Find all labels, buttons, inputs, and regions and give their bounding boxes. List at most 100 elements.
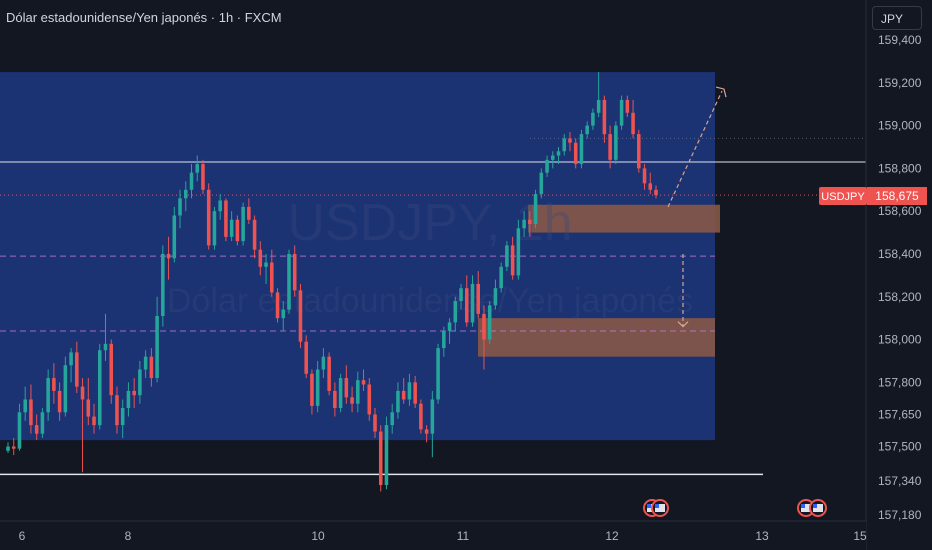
candle-body [487, 305, 492, 340]
time-tick-label: 15 [853, 529, 867, 543]
candle-body [476, 283, 481, 314]
candle-body [155, 316, 159, 379]
candle-body [338, 378, 343, 409]
price-tag-bg [867, 187, 927, 205]
candle-body [23, 399, 27, 413]
candle-body [97, 350, 102, 426]
flag-icon [655, 504, 659, 508]
candle-body [510, 245, 515, 276]
candle-body [166, 253, 171, 259]
time-tick-label: 11 [457, 529, 470, 543]
candle-body [315, 369, 320, 406]
candle-body [247, 206, 251, 220]
candle-body [86, 399, 91, 417]
candle-body [591, 112, 595, 126]
time-axis-ticks: 6 8 10 11 12 13 15 [19, 529, 867, 543]
candle-body [92, 416, 96, 426]
candle-body [396, 390, 400, 413]
candle-body [126, 390, 131, 409]
flag-icon [655, 504, 665, 512]
price-axis-bg[interactable] [866, 0, 932, 550]
candle-body [493, 288, 498, 306]
candle-body [430, 399, 435, 434]
flag-icon [647, 504, 651, 508]
candle-body [6, 446, 10, 451]
candle-body [579, 134, 584, 165]
time-axis-bg[interactable] [0, 521, 866, 550]
currency-button[interactable]: JPY [872, 6, 922, 30]
candle-body [189, 172, 194, 190]
candle-body [132, 390, 136, 396]
candle-body [275, 292, 280, 319]
candle-body [545, 159, 549, 173]
price-tick-label: 157,340 [878, 474, 922, 488]
candle-body [172, 215, 177, 259]
candle-body [11, 446, 16, 449]
candle-body [361, 380, 366, 385]
candle-body [654, 189, 658, 196]
candle-body [407, 382, 412, 400]
candle-body [120, 408, 125, 426]
candle-body [367, 384, 372, 415]
candle-body [356, 380, 360, 404]
candle-body [218, 200, 222, 212]
candle-body [235, 219, 240, 242]
price-tick-label: 157,500 [878, 440, 922, 454]
candle-body [281, 309, 286, 319]
candle-body [585, 125, 589, 135]
projection-down-arrowhead [677, 321, 689, 328]
candle-body [401, 390, 406, 400]
symbol-tag-bg [819, 187, 867, 205]
candle-body [384, 425, 389, 486]
candle-body [614, 125, 618, 160]
candle-body [103, 343, 108, 351]
candles-layer [6, 72, 658, 492]
candle-body [470, 283, 475, 323]
candle-body [533, 194, 538, 225]
candle-body [75, 352, 79, 387]
flag-icon [813, 504, 817, 508]
event-flags[interactable] [643, 499, 827, 517]
candle-body [642, 168, 647, 184]
candle-body [333, 390, 337, 409]
candle-body [258, 249, 263, 267]
candle-body [206, 189, 211, 246]
candle-body [224, 200, 228, 237]
candle-body [270, 262, 274, 293]
candle-body [573, 142, 578, 165]
candle-body [17, 412, 22, 449]
candle-body [499, 266, 503, 289]
time-tick-label: 13 [755, 529, 769, 543]
candle-body [516, 228, 521, 276]
candle-body [34, 425, 39, 434]
candle-body [195, 164, 200, 173]
candle-body [522, 219, 526, 229]
candle-body [292, 253, 297, 291]
candle-body [287, 253, 291, 310]
candle-body [52, 378, 56, 391]
price-tick-label: 159,200 [878, 76, 922, 90]
candle-body [115, 395, 119, 426]
candle-body [551, 155, 555, 160]
candle-body [183, 189, 188, 199]
candle-body [149, 356, 154, 379]
projection-layer [667, 86, 727, 328]
flag-icon [813, 504, 823, 512]
flag-icon [801, 504, 811, 512]
candle-body [442, 330, 446, 349]
zone-supply [528, 204, 720, 233]
price-tick-label: 159,000 [878, 119, 922, 133]
price-tick-label: 157,180 [878, 508, 922, 522]
candle-body [321, 356, 326, 370]
zone-demand [478, 318, 715, 357]
candle-body [447, 322, 452, 331]
candle-body [378, 431, 383, 486]
current-price-label: USDJPY 158,675 [819, 187, 927, 205]
price-tick-label: 157,650 [878, 407, 922, 421]
chart-title: Dólar estadounidense/Yen japonés · 1h · … [6, 10, 282, 25]
candle-body [109, 343, 113, 396]
candle-body [80, 386, 85, 400]
candle-body [229, 219, 234, 237]
candle-body [625, 99, 630, 113]
